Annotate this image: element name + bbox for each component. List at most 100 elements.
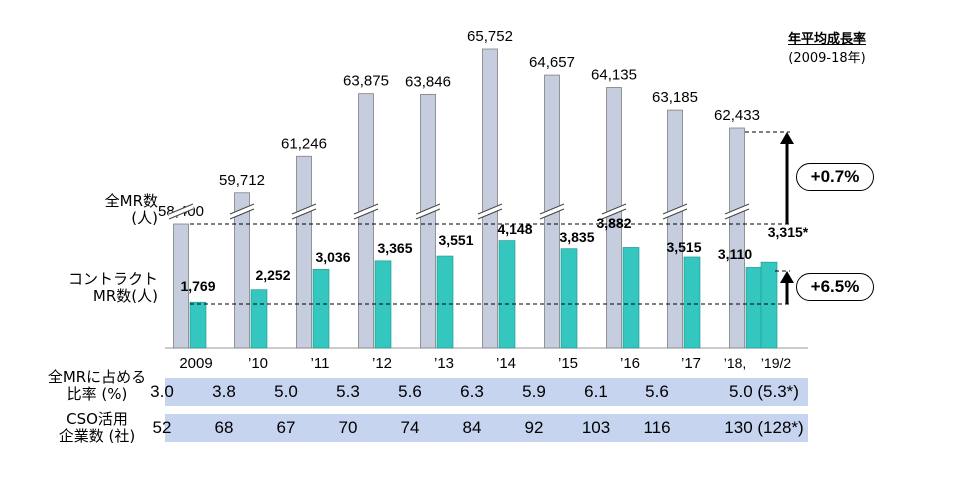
cso-cell: 103: [581, 418, 611, 437]
total-mr-value-label: 64,657: [529, 54, 575, 71]
x-tick-label: ’16: [620, 355, 640, 372]
axis-break-mark: [662, 203, 688, 215]
contract-mr-label: コントラクト MR数(人): [48, 271, 158, 305]
contract-mr-bar: [745, 267, 763, 349]
axis-break-mask: [415, 203, 441, 219]
axis-break-mark: [168, 208, 194, 220]
cso-cell: 52: [152, 418, 172, 437]
contract-mr-growth-badge: +6.5%: [796, 273, 874, 301]
axis-break-mark: [601, 208, 627, 220]
axis-break-mask: [724, 203, 750, 219]
contract-mr-value-label: 3,110: [718, 246, 752, 262]
x-tick-label: 2009: [179, 355, 212, 372]
total-mr-value-label: 63,846: [405, 73, 451, 90]
total-mr-value-label: 61,246: [281, 135, 327, 152]
total-mr-value-label: 65,752: [467, 28, 513, 45]
total-mr-bar: [667, 109, 683, 349]
total-mr-bar: [296, 155, 312, 349]
contract-mr-bar: [760, 261, 778, 349]
share-row-label-line1: 全MRに占める: [47, 368, 147, 386]
contract-growth-arrow-head: [780, 271, 794, 283]
cso-cell: 84: [462, 418, 482, 437]
total-growth-arrow-head: [780, 132, 794, 144]
x-tick-label: ’11: [311, 355, 330, 372]
total-mr-label-line1: 全MR数: [104, 192, 158, 210]
axis-break-mask: [353, 203, 379, 219]
share-cell: 6.1: [584, 382, 608, 401]
share-cell: 5.0 (5.3*): [729, 382, 799, 401]
x-tick-label: ’10: [248, 355, 268, 372]
cso-cell: 130 (128*): [724, 418, 804, 437]
axis-break-mark: [539, 208, 565, 220]
share-cell: 3.8: [212, 382, 236, 401]
cso-cell: 68: [214, 418, 234, 437]
growth-title: 年平均成長率: [787, 32, 866, 47]
contract-mr-label-line2: MR数(人): [92, 287, 158, 305]
total-mr-growth-badge: +0.7%: [796, 163, 874, 191]
total-mr-value-label: 64,135: [591, 66, 637, 83]
contract-mr-bar: [560, 248, 578, 349]
axis-break-mark: [724, 203, 750, 215]
total-mr-bar: [729, 127, 745, 349]
total-mr-bar: [482, 48, 498, 349]
total-mr-bar: [420, 93, 436, 349]
share-cell: 5.0: [274, 382, 298, 401]
contract-mr-bar: [498, 240, 516, 349]
x-tick-label: ’13: [434, 355, 454, 372]
contract-mr-bar: [250, 289, 268, 349]
axis-break-mark: [229, 208, 255, 220]
axis-break-mark: [477, 203, 503, 215]
share-row: 3.0 3.8 5.0 5.3 5.6 6.3 5.9 6.1 5.6 5.0 (5.3*): [150, 378, 808, 406]
total-mr-bar: [606, 87, 622, 349]
cso-cell: 74: [400, 418, 420, 437]
cso-cell: 67: [276, 418, 296, 437]
x-tick-label: ’15: [558, 355, 578, 372]
contract-mr-bar: [436, 255, 454, 349]
share-row-label: 全MRに占める 比率 (%): [30, 369, 164, 403]
share-cell: 6.3: [460, 382, 484, 401]
axis-break-mark: [415, 203, 441, 215]
total-mr-bar: [358, 93, 374, 349]
contract-mr-value-label: 3,036: [315, 249, 350, 265]
x-tick-label: ’18,: [724, 355, 747, 371]
total-mr-value-label: 62,433: [714, 107, 760, 124]
axis-break-mark: [168, 203, 194, 215]
contract-mr-value-label: 1,769: [180, 278, 215, 294]
share-cell: 3.0: [150, 382, 174, 401]
share-cell: 5.3: [336, 382, 360, 401]
contract-mr-bar: [622, 247, 640, 349]
axis-break-mask: [229, 203, 255, 219]
axis-break-mark: [353, 203, 379, 215]
axis-break-mark: [353, 208, 379, 220]
axis-break-mark: [229, 203, 255, 215]
axis-break-mark: [662, 208, 688, 220]
contract-mr-value-label: 3,515: [666, 239, 701, 255]
axis-break-mark: [291, 208, 317, 220]
cso-cell: 70: [338, 418, 358, 437]
contract-mr-bar: [683, 256, 701, 349]
axis-break-mask: [291, 203, 317, 219]
total-mr-label-line2: (人): [131, 209, 158, 227]
axis-break-mask: [168, 203, 194, 219]
axis-break-mark: [477, 208, 503, 220]
total-mr-bar: [173, 223, 189, 349]
axis-break-mark: [724, 208, 750, 220]
axis-break-mask: [477, 203, 503, 219]
x-tick-label: ’17: [681, 355, 701, 372]
cso-cell: 92: [524, 418, 544, 437]
total-mr-bar: [234, 192, 250, 349]
total-mr-value-label: 63,875: [343, 73, 389, 90]
contract-mr-value-label: 3,882: [596, 215, 631, 231]
contract-mr-bar: [189, 301, 207, 349]
contract-mr-value-label: 3,551: [438, 232, 473, 248]
share-cell: 5.9: [522, 382, 546, 401]
cso-row-label: CSO活用 企業数 (社): [30, 411, 164, 445]
axis-break-mark: [291, 203, 317, 215]
contract-mr-bar: [312, 269, 330, 349]
axis-break-mask: [539, 203, 565, 219]
axis-break-mask: [601, 203, 627, 219]
total-mr-value-label: 63,185: [652, 89, 698, 106]
cso-row: 52 68 67 70 74 84 92 103 116 130 (128*): [153, 414, 808, 442]
cso-row-label-line1: CSO活用: [66, 410, 128, 428]
contract-mr-value-label: 3,835: [559, 229, 594, 245]
